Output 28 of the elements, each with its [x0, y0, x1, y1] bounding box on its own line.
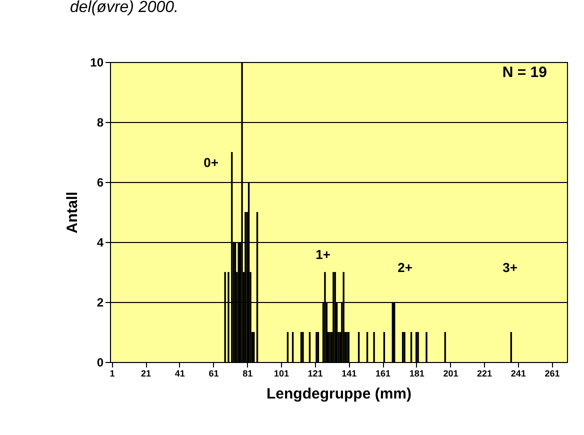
- x-tick-label: 1: [110, 368, 115, 378]
- y-tick-label: 10: [90, 56, 104, 70]
- y-tick-label: 0: [96, 356, 104, 370]
- x-tick-label: 241: [510, 368, 526, 378]
- text: del(øvre) 2000.: [70, 0, 178, 16]
- x-tick-label: 141: [342, 368, 357, 378]
- y-tick-label: 4: [96, 236, 104, 250]
- y-tick-label: 8: [96, 116, 104, 130]
- annotation: N = 19: [502, 64, 547, 81]
- y-tick-label: 6: [96, 176, 104, 190]
- annotation: 0+: [204, 155, 219, 170]
- x-axis-title: Lengdegruppe (mm): [266, 386, 412, 402]
- annotation: 2+: [398, 260, 413, 275]
- x-tick-label: 81: [242, 368, 253, 378]
- x-tick-label: 101: [274, 368, 289, 378]
- y-axis-title: Antall: [64, 192, 82, 234]
- x-tick-label: 261: [544, 368, 560, 378]
- annotation: 3+: [502, 260, 518, 275]
- x-tick-label: 21: [141, 368, 152, 378]
- x-tick-label: 41: [174, 368, 185, 378]
- x-tick-label: 161: [375, 368, 391, 378]
- x-tick-label: 181: [409, 368, 424, 378]
- annotation: 1+: [316, 247, 331, 262]
- x-tick-label: 61: [208, 368, 219, 378]
- x-tick-label: 221: [477, 368, 492, 378]
- x-tick-label: 121: [308, 368, 323, 378]
- y-tick-label: 2: [96, 296, 104, 310]
- x-tick-label: 201: [443, 368, 458, 378]
